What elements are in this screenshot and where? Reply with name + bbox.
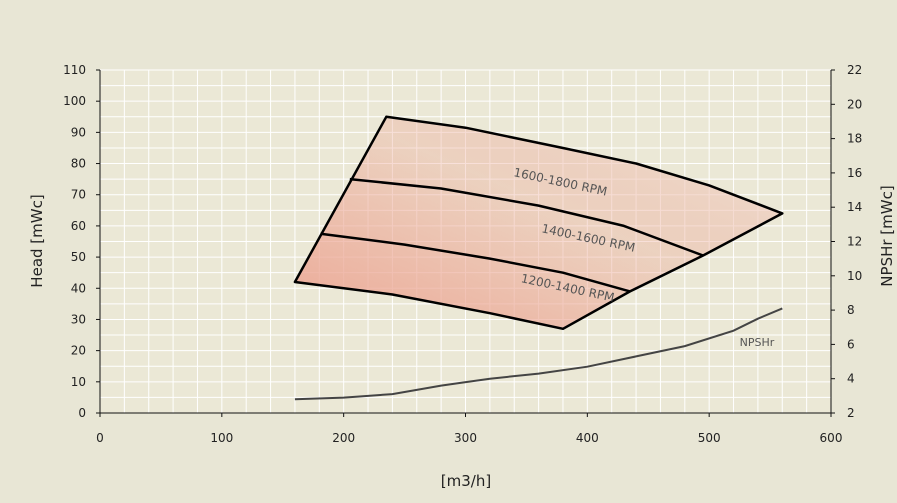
y-tick-label: 0 [78, 406, 86, 420]
speed-curve [349, 177, 704, 257]
y2-tick-label: 20 [847, 97, 862, 111]
y2-tick-label: 22 [847, 63, 862, 77]
x-tick-label: 400 [576, 431, 599, 445]
y-tick-label: 100 [63, 94, 86, 108]
y-tick-label: 20 [71, 344, 86, 358]
y2-tick-label: 4 [847, 372, 855, 386]
y-tick-label: 70 [71, 188, 86, 202]
x-tick-label: 300 [454, 431, 477, 445]
x-tick-label: 0 [96, 431, 104, 445]
npshr-line [294, 307, 783, 401]
y2-tick-label: 16 [847, 166, 862, 180]
y-tick-label: 60 [71, 219, 86, 233]
x-tick-label: 200 [332, 431, 355, 445]
axes: 0 10 20 30 40 50 60 70 80 90 100 110 2 4 6 8 10 12 14 16 18 2… [63, 63, 862, 445]
x-axis-title: [m3/h] [441, 472, 491, 490]
operating-envelope-outline [293, 115, 784, 331]
x-tick-label: 100 [210, 431, 233, 445]
y-tick-label: 30 [71, 312, 86, 326]
y-tick-label: 110 [63, 63, 86, 77]
y2-tick-label: 12 [847, 235, 862, 249]
speed-curve [320, 232, 631, 293]
npshr-label: NPSHr [740, 336, 775, 349]
y2-tick-label: 8 [847, 303, 855, 317]
y-tick-label: 90 [71, 125, 86, 139]
y2-axis-title: NPSHr [mWc] [878, 185, 896, 286]
y2-tick-label: 18 [847, 132, 862, 146]
y2-tick-label: 14 [847, 200, 862, 214]
y-tick-label: 80 [71, 157, 86, 171]
y-tick-label: 50 [71, 250, 86, 264]
y2-tick-label: 2 [847, 406, 855, 420]
x-tick-label: 500 [698, 431, 721, 445]
y2-tick-label: 6 [847, 337, 855, 351]
x-tick-label: 600 [820, 431, 843, 445]
y-tick-label: 40 [71, 281, 86, 295]
y-axis-title: Head [mWc] [28, 194, 46, 287]
y2-tick-label: 10 [847, 269, 862, 283]
y-tick-label: 10 [71, 375, 86, 389]
